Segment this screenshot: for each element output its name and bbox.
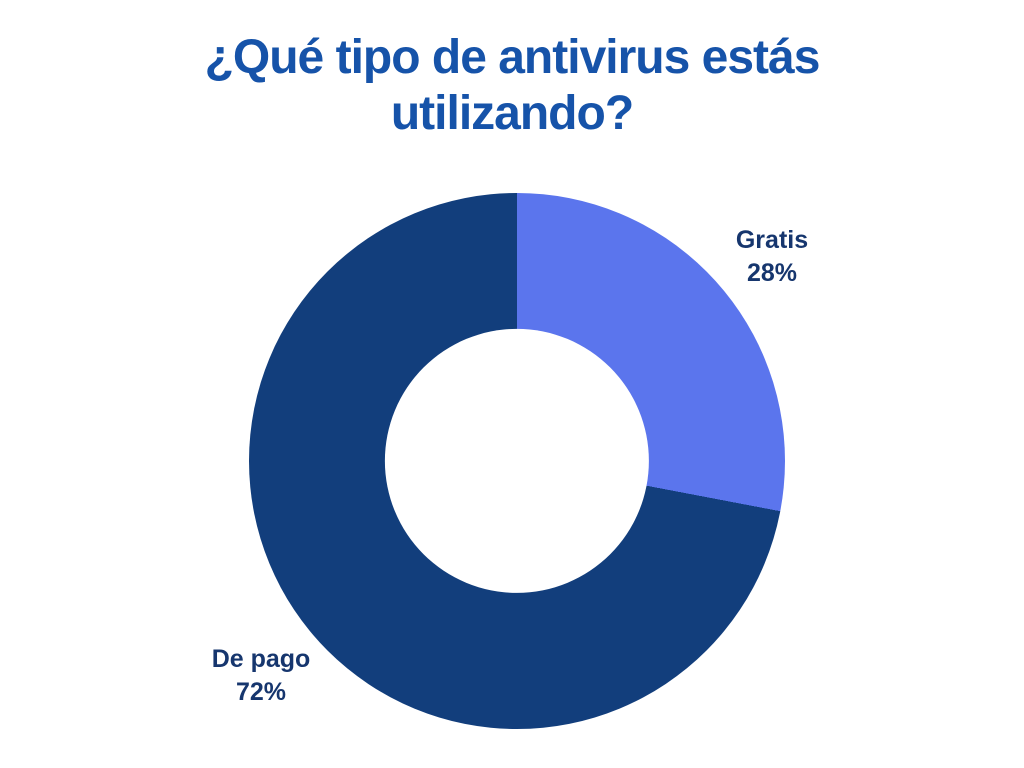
- chart-title-line-1: ¿Qué tipo de antivirus estás: [204, 31, 821, 84]
- chart-title: ¿Qué tipo de antivirus estás utilizando?: [0, 30, 1024, 142]
- chart-title-line-2: utilizando?: [390, 87, 634, 140]
- slice-label-de-pago-value: 72%: [235, 678, 287, 706]
- slice-label-gratis-name: Gratis: [735, 226, 809, 254]
- donut-chart: [249, 193, 785, 729]
- slice-label-gratis: Gratis 28%: [697, 224, 847, 290]
- donut-hole: [384, 328, 650, 594]
- slice-label-de-pago-name: De pago: [211, 645, 311, 673]
- slice-label-de-pago: De pago 72%: [181, 643, 341, 709]
- slice-label-gratis-value: 28%: [746, 259, 798, 287]
